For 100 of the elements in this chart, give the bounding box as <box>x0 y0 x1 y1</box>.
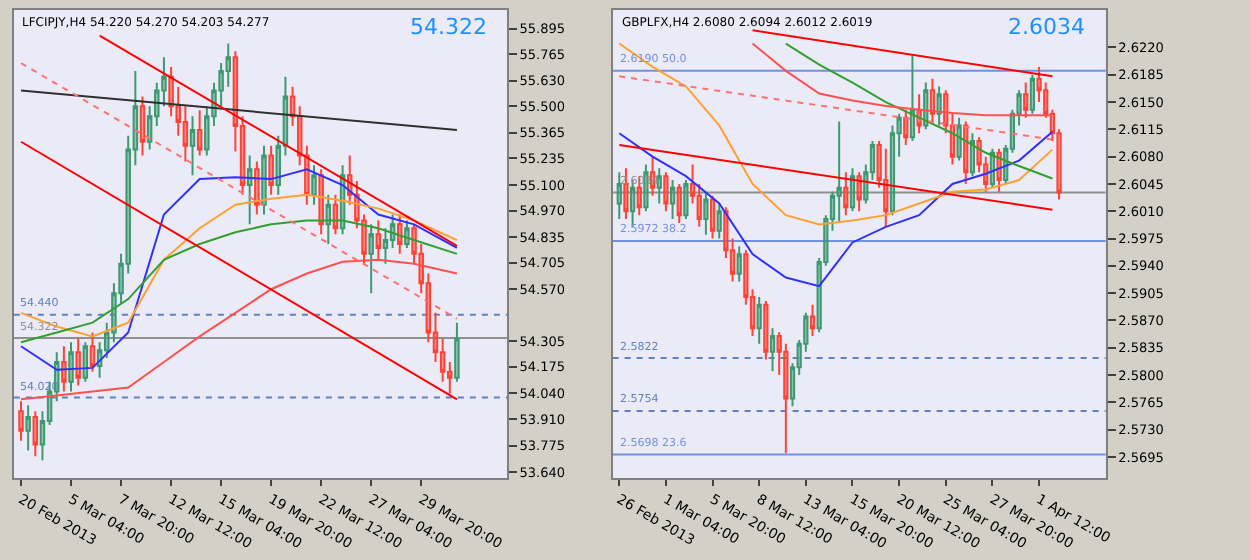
candlestick <box>936 85 942 127</box>
candlestick <box>716 202 722 240</box>
candlestick <box>68 341 74 393</box>
candlestick <box>829 190 836 232</box>
candlestick <box>736 245 742 283</box>
candlestick <box>146 105 153 151</box>
candlestick <box>32 410 39 458</box>
candlestick <box>903 108 909 146</box>
candlestick <box>382 227 389 265</box>
candlestick <box>1023 81 1029 119</box>
candlestick <box>689 163 696 205</box>
candlestick <box>769 327 776 373</box>
candlestick <box>75 337 81 387</box>
candlestick <box>723 206 729 260</box>
candlestick <box>783 342 789 455</box>
candlestick <box>18 400 24 442</box>
candlestick <box>282 75 289 157</box>
candlestick <box>976 136 982 174</box>
candlestick <box>25 404 31 452</box>
line-series <box>784 42 1054 180</box>
candlestick <box>1029 73 1036 115</box>
candlestick <box>616 171 622 221</box>
candlestick <box>175 85 181 137</box>
candlestick <box>969 132 976 178</box>
candlestick <box>218 62 224 108</box>
candlestick <box>956 116 962 162</box>
candlestick <box>1016 89 1022 127</box>
candlestick <box>111 282 117 344</box>
candlestick <box>161 56 167 108</box>
candlestick <box>796 338 802 377</box>
candlestick <box>816 257 822 334</box>
candlestick <box>896 112 902 158</box>
candlestick <box>656 167 662 205</box>
candlestick <box>856 171 862 213</box>
candlestick <box>411 223 417 265</box>
candlestick <box>39 410 46 462</box>
candlestick <box>743 249 749 306</box>
line-series <box>20 219 458 344</box>
candlestick <box>1043 81 1049 119</box>
candlestick <box>311 164 317 206</box>
line-series <box>751 42 1054 117</box>
candlestick <box>239 115 246 196</box>
candlestick <box>756 296 762 345</box>
candlestick <box>125 134 131 275</box>
candlestick <box>823 214 829 267</box>
candlestick <box>763 299 769 361</box>
candlestick <box>803 311 809 353</box>
candlestick <box>154 81 160 128</box>
candlestick <box>843 171 849 217</box>
candlestick <box>789 362 796 408</box>
candlestick <box>809 303 816 338</box>
candlestick <box>82 341 89 383</box>
candlestick <box>432 311 439 363</box>
candlestick <box>949 112 956 166</box>
candlestick <box>876 140 882 189</box>
candlestick <box>225 42 232 88</box>
candlestick <box>246 154 253 226</box>
line-series <box>20 258 458 401</box>
candlestick <box>375 219 382 261</box>
candlestick <box>132 69 139 167</box>
candlestick <box>454 321 460 383</box>
line-series <box>618 130 1054 288</box>
line-series <box>618 42 1054 226</box>
candlestick <box>418 243 424 295</box>
candlestick <box>447 360 453 395</box>
candlestick <box>104 321 110 360</box>
candlestick <box>1056 128 1062 201</box>
candlestick <box>189 115 196 177</box>
candlestick <box>439 337 446 383</box>
line-series <box>20 193 458 338</box>
candlestick <box>61 345 67 393</box>
candlestick <box>368 223 374 295</box>
candlestick <box>683 179 689 221</box>
candlestick <box>776 331 782 377</box>
candlestick <box>883 147 889 228</box>
candlestick <box>196 109 203 157</box>
line-series <box>20 168 458 371</box>
candlestick <box>663 171 669 213</box>
candlestick <box>749 288 756 338</box>
candlestick <box>204 105 210 157</box>
annotation: 54.322 <box>410 14 487 40</box>
candlestick <box>703 190 709 236</box>
candlestick <box>275 134 282 196</box>
candlestick <box>425 272 432 344</box>
candlestick <box>696 182 702 228</box>
candlestick <box>863 163 869 205</box>
candlestick <box>889 124 896 217</box>
candlestick <box>118 252 124 304</box>
candlestick <box>232 50 239 153</box>
candlestick <box>268 144 274 196</box>
candlestick <box>254 160 260 216</box>
candlestick <box>361 213 367 265</box>
candlestick <box>836 120 842 224</box>
candlestick <box>676 182 682 224</box>
candlestick <box>709 194 716 240</box>
candlestick <box>869 140 876 182</box>
candlestick <box>669 179 676 221</box>
candlestick <box>139 95 146 157</box>
candlestick <box>849 167 856 213</box>
candlestick <box>182 105 189 163</box>
